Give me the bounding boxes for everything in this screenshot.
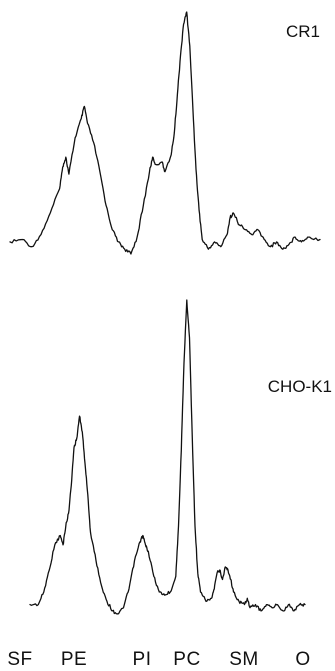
xtick-sf: SF bbox=[7, 649, 32, 670]
cr1-trace bbox=[9, 11, 321, 255]
xtick-pc: PC bbox=[173, 649, 200, 670]
chok1-trace bbox=[29, 299, 306, 615]
xtick-pe: PE bbox=[61, 649, 87, 670]
x-axis-labels: SF PE PI PC SM O bbox=[7, 649, 310, 670]
chok1-label: CHO-K1 bbox=[268, 377, 332, 396]
cr1-label: CR1 bbox=[286, 22, 320, 41]
xtick-pi: PI bbox=[133, 649, 152, 670]
panel-chok1: CHO-K1 bbox=[29, 299, 332, 615]
xtick-sm: SM bbox=[229, 649, 259, 670]
xtick-o: O bbox=[295, 649, 310, 670]
panel-cr1: CR1 bbox=[9, 11, 321, 255]
